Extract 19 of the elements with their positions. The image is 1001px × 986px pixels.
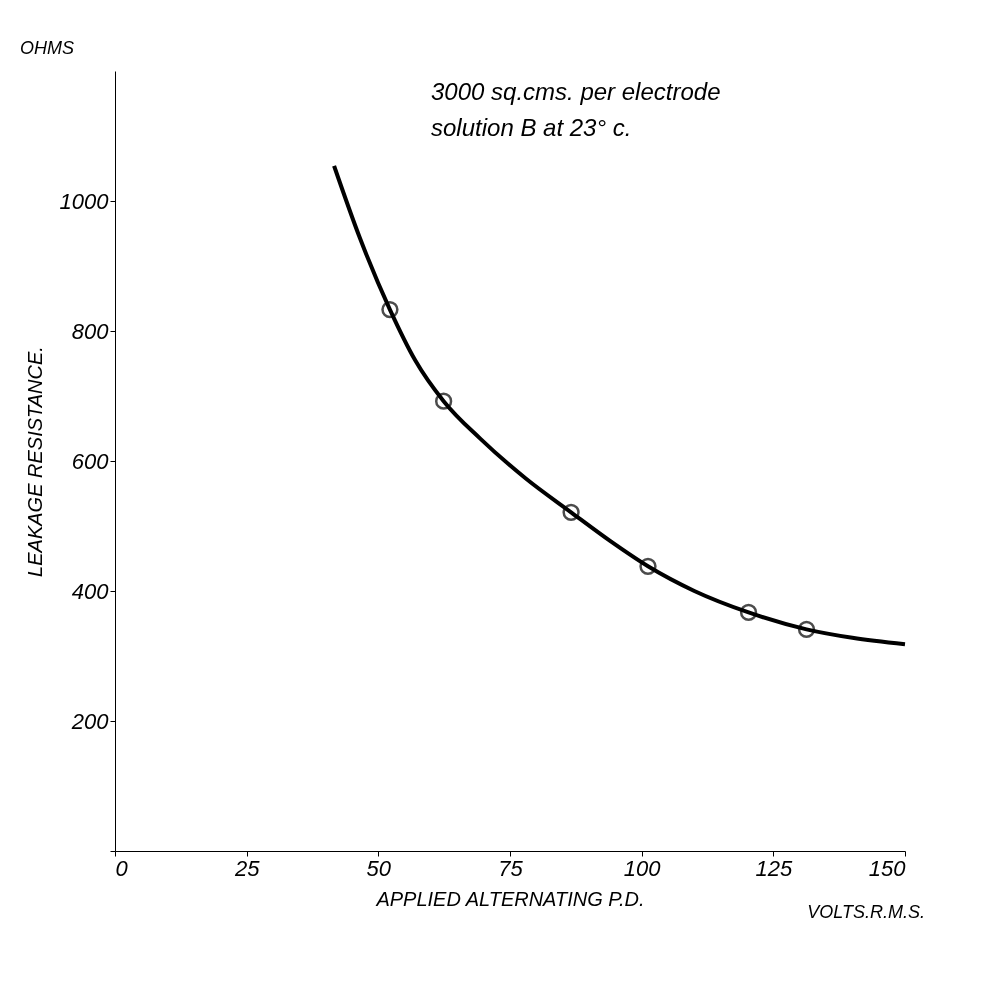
y-tick-label: 400 xyxy=(71,578,110,604)
line-series xyxy=(332,163,907,647)
y-tick-label: 200 xyxy=(70,708,110,734)
x-tick-label: 75 xyxy=(498,855,524,881)
text: OHMS xyxy=(20,38,74,58)
x-tick-label: 150 xyxy=(868,855,907,881)
x-tick-label: 100 xyxy=(623,855,662,881)
y-tick-label: 800 xyxy=(71,318,110,344)
y-tick-label: 1000 xyxy=(59,188,110,214)
y-axis-title: LEAKAGE RESISTANCE. xyxy=(23,346,46,577)
y-tick-label: 600 xyxy=(71,448,110,474)
x-axis-title: APPLIED ALTERNATING P.D. xyxy=(375,887,645,910)
annotation: 3000 sq.cms. per electrode xyxy=(431,78,721,105)
x-tick-label: 50 xyxy=(366,855,392,881)
x-tick-label: 125 xyxy=(755,855,793,881)
x-tick-label: 0 xyxy=(115,855,129,881)
x-tick-label: 25 xyxy=(233,855,261,881)
text: VOLTS.R.M.S. xyxy=(807,902,925,922)
annotation: solution B at 23° c. xyxy=(431,114,632,141)
